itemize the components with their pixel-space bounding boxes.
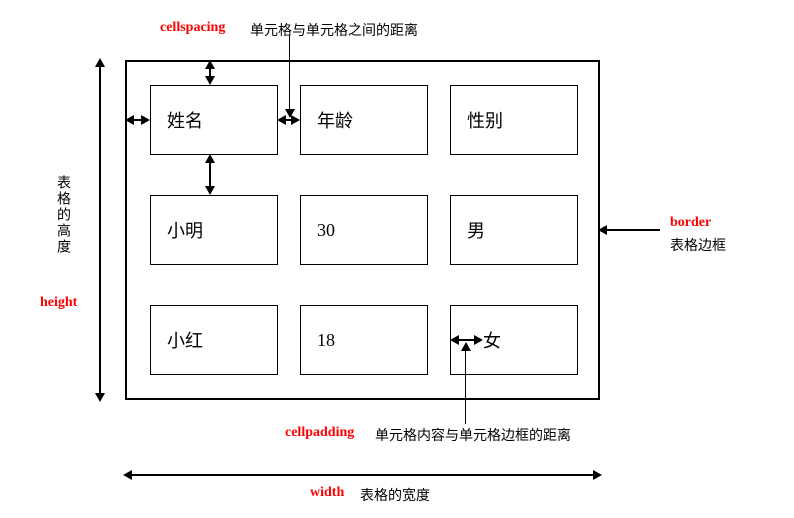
cellspacing-left-head-l [125,115,134,125]
header-cell-age: 年龄 [300,85,428,155]
cell-text: 男 [467,217,485,243]
table-cell: 小红 [150,305,278,375]
cellspacing-vgap-head-u [205,154,215,163]
border-arrow-head [598,225,607,235]
height-arrow-line [99,60,101,400]
cellpadding-arrow-head-r [474,335,483,345]
height-desc-label: 表格的高度 [52,175,72,255]
table-cell: 30 [300,195,428,265]
cellspacing-desc-label: 单元格与单元格之间的距离 [250,20,418,40]
cellspacing-top-head-down [205,76,215,85]
width-key-label: width [310,485,344,501]
header-name-text: 姓名 [167,107,203,133]
header-cell-gender: 性别 [450,85,578,155]
cellpadding-callout-line [465,346,466,424]
cellspacing-vgap-head-d [205,186,215,195]
cellpadding-callout-head [461,342,471,351]
width-arrow-line [125,474,600,476]
cellpadding-arrow-head-l [450,335,459,345]
width-arrow-head-right [593,470,602,480]
cellpadding-desc-label: 单元格内容与单元格边框的距离 [375,425,571,445]
cell-text: 30 [317,220,335,241]
height-key-label: height [40,295,77,311]
cell-text: 小红 [167,327,203,353]
header-age-text: 年龄 [317,107,353,133]
border-desc-label: 表格边框 [670,235,726,255]
height-arrow-head-down [95,393,105,402]
cell-text: 女 [483,327,501,353]
border-key-label: border [670,215,711,231]
header-cell-name: 姓名 [150,85,278,155]
cellspacing-callout-head [285,109,295,118]
table-cell: 小明 [150,195,278,265]
table-cell: 18 [300,305,428,375]
header-gender-text: 性别 [467,107,503,133]
border-arrow-line [602,229,660,231]
cell-text: 小明 [167,217,203,243]
cellspacing-top-head-up [205,60,215,69]
cellpadding-key-label: cellpadding [285,425,354,441]
width-arrow-head-left [123,470,132,480]
height-arrow-head-up [95,58,105,67]
cell-text: 18 [317,330,335,351]
cellspacing-key-label: cellspacing [160,20,225,36]
table-anatomy-diagram: 姓名 年龄 性别 小明 30 男 小红 18 女 cellspacing 单元格… [0,0,794,518]
width-desc-label: 表格的宽度 [360,485,430,505]
table-cell: 男 [450,195,578,265]
cellspacing-callout-line [289,36,290,115]
cellspacing-left-head-r [141,115,150,125]
